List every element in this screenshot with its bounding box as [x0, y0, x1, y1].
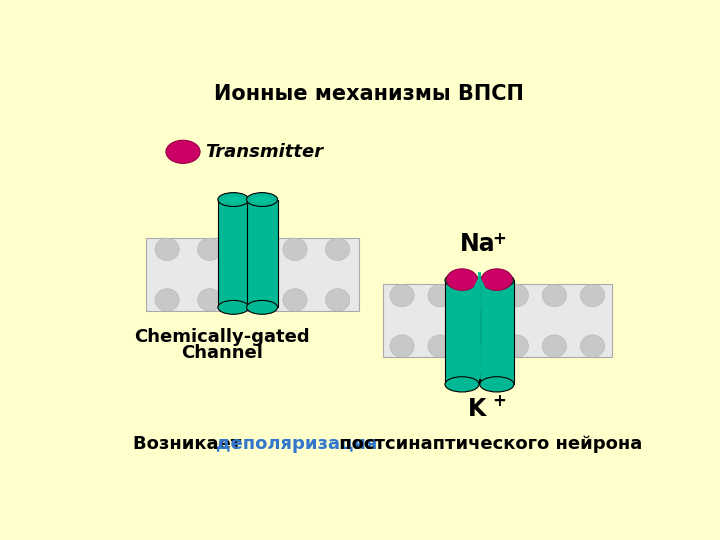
Text: Ионные механизмы ВПСП: Ионные механизмы ВПСП: [214, 84, 524, 104]
Ellipse shape: [542, 335, 567, 357]
Bar: [445, 280, 479, 384]
Bar: [480, 280, 514, 384]
Ellipse shape: [428, 335, 452, 357]
Text: K: K: [468, 397, 487, 421]
Text: Channel: Channel: [181, 343, 263, 362]
Ellipse shape: [480, 377, 514, 392]
Ellipse shape: [446, 269, 477, 291]
Ellipse shape: [155, 238, 179, 261]
Text: постсинаптического нейрона: постсинаптического нейрона: [333, 435, 642, 454]
Ellipse shape: [487, 277, 507, 284]
Ellipse shape: [580, 284, 605, 307]
Ellipse shape: [166, 140, 200, 164]
Ellipse shape: [240, 289, 264, 311]
Ellipse shape: [325, 238, 350, 261]
Bar: [246, 200, 277, 307]
Ellipse shape: [482, 269, 513, 291]
Ellipse shape: [504, 335, 528, 357]
Ellipse shape: [445, 273, 479, 288]
Ellipse shape: [197, 289, 222, 311]
Ellipse shape: [466, 284, 490, 307]
Ellipse shape: [246, 193, 277, 206]
Ellipse shape: [428, 284, 452, 307]
Text: деполяризация: деполяризация: [216, 435, 378, 454]
Ellipse shape: [451, 277, 472, 284]
Ellipse shape: [390, 284, 414, 307]
Text: Возникает: Возникает: [132, 435, 247, 454]
Ellipse shape: [246, 300, 277, 314]
Ellipse shape: [325, 289, 350, 311]
Bar: [145, 238, 359, 311]
Ellipse shape: [155, 289, 179, 311]
Ellipse shape: [390, 335, 414, 357]
Ellipse shape: [504, 284, 528, 307]
Ellipse shape: [445, 377, 479, 392]
Ellipse shape: [240, 238, 264, 261]
Ellipse shape: [283, 238, 307, 261]
Text: Transmitter: Transmitter: [204, 143, 323, 161]
Text: Chemically-gated: Chemically-gated: [134, 328, 310, 346]
Ellipse shape: [542, 284, 567, 307]
Ellipse shape: [283, 289, 307, 311]
Ellipse shape: [466, 335, 490, 357]
Ellipse shape: [218, 193, 249, 206]
Ellipse shape: [224, 197, 243, 202]
Ellipse shape: [580, 335, 605, 357]
Bar: [218, 200, 249, 307]
Text: +: +: [492, 230, 506, 248]
Ellipse shape: [197, 238, 222, 261]
Text: +: +: [492, 392, 506, 410]
Bar: [383, 284, 611, 357]
Text: Na: Na: [459, 232, 495, 256]
Ellipse shape: [253, 197, 271, 202]
Ellipse shape: [480, 273, 514, 288]
Ellipse shape: [218, 300, 249, 314]
Bar: [383, 284, 611, 357]
Bar: [145, 238, 359, 311]
